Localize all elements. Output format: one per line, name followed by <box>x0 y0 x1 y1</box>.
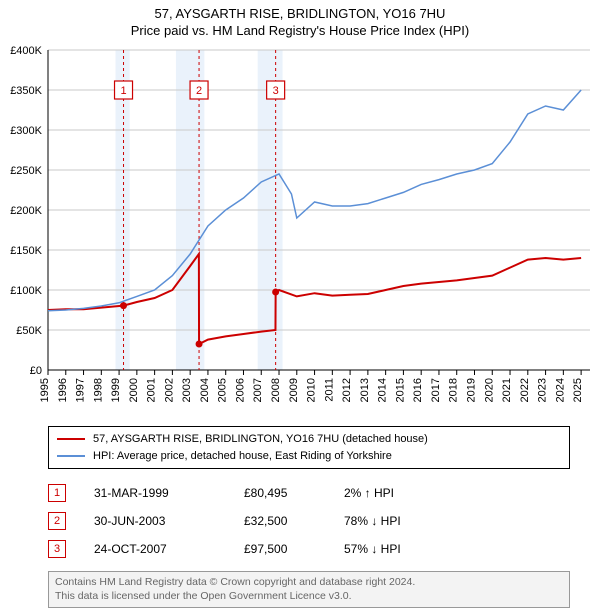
transaction-row: 2 30-JUN-2003£32,50078% ↓ HPI <box>48 507 570 535</box>
transaction-date: 24-OCT-2007 <box>94 542 244 556</box>
legend-swatch <box>57 438 85 440</box>
transaction-price: £97,500 <box>244 542 344 556</box>
legend-label: HPI: Average price, detached house, East… <box>93 448 392 465</box>
svg-text:2008: 2008 <box>270 378 282 402</box>
legend-row: HPI: Average price, detached house, East… <box>57 448 561 465</box>
svg-text:1996: 1996 <box>57 378 69 402</box>
svg-text:2025: 2025 <box>572 378 584 402</box>
chart-title-sub: Price paid vs. HM Land Registry's House … <box>0 23 600 38</box>
legend-row: 57, AYSGARTH RISE, BRIDLINGTON, YO16 7HU… <box>57 431 561 448</box>
transaction-pct: 2% ↑ HPI <box>344 486 464 500</box>
chart-titles: 57, AYSGARTH RISE, BRIDLINGTON, YO16 7HU… <box>0 0 600 40</box>
transactions-table: 1 31-MAR-1999£80,4952% ↑ HPI 2 30-JUN-2003£… <box>48 479 570 563</box>
svg-text:2010: 2010 <box>306 378 318 402</box>
svg-text:£250K: £250K <box>10 165 42 177</box>
footer-line2: This data is licensed under the Open Gov… <box>55 590 563 604</box>
transaction-row: 3 24-OCT-2007£97,50057% ↓ HPI <box>48 535 570 563</box>
transaction-badge: 2 <box>48 512 66 530</box>
svg-text:2: 2 <box>196 85 202 97</box>
svg-text:2020: 2020 <box>483 378 495 402</box>
chart-title-address: 57, AYSGARTH RISE, BRIDLINGTON, YO16 7HU <box>0 6 600 21</box>
svg-text:£200K: £200K <box>10 205 42 217</box>
transaction-price: £32,500 <box>244 514 344 528</box>
chart-area: £0 £50K £100K £150K £200K £250K £300K £350K £400… <box>0 40 600 420</box>
svg-text:£50K: £50K <box>16 325 42 337</box>
svg-text:2023: 2023 <box>537 378 549 402</box>
svg-text:1: 1 <box>120 85 126 97</box>
svg-text:1997: 1997 <box>75 378 87 402</box>
svg-text:2013: 2013 <box>359 378 371 402</box>
svg-text:£400K: £400K <box>10 45 42 57</box>
svg-text:2024: 2024 <box>554 378 566 402</box>
legend: 57, AYSGARTH RISE, BRIDLINGTON, YO16 7HU… <box>48 426 570 469</box>
svg-text:£0: £0 <box>30 365 42 377</box>
svg-text:2006: 2006 <box>234 378 246 402</box>
legend-swatch <box>57 455 85 457</box>
svg-text:£300K: £300K <box>10 125 42 137</box>
svg-text:2012: 2012 <box>341 378 353 402</box>
transaction-date: 31-MAR-1999 <box>94 486 244 500</box>
svg-text:1995: 1995 <box>39 378 51 402</box>
transaction-badge: 1 <box>48 484 66 502</box>
svg-text:2011: 2011 <box>323 378 335 402</box>
transaction-price: £80,495 <box>244 486 344 500</box>
svg-text:2005: 2005 <box>217 378 229 402</box>
svg-text:2004: 2004 <box>199 378 211 402</box>
svg-text:2001: 2001 <box>146 378 158 402</box>
svg-text:2015: 2015 <box>394 378 406 402</box>
svg-text:2014: 2014 <box>377 378 389 402</box>
svg-text:2002: 2002 <box>163 378 175 402</box>
transaction-pct: 57% ↓ HPI <box>344 542 464 556</box>
svg-text:2003: 2003 <box>181 378 193 402</box>
svg-text:2019: 2019 <box>465 378 477 402</box>
svg-text:3: 3 <box>273 85 279 97</box>
svg-text:2017: 2017 <box>430 378 442 402</box>
transaction-row: 1 31-MAR-1999£80,4952% ↑ HPI <box>48 479 570 507</box>
svg-text:2000: 2000 <box>128 378 140 402</box>
svg-text:£150K: £150K <box>10 245 42 257</box>
svg-text:2007: 2007 <box>252 378 264 402</box>
transaction-pct: 78% ↓ HPI <box>344 514 464 528</box>
svg-text:2021: 2021 <box>501 378 513 402</box>
transaction-badge: 3 <box>48 540 66 558</box>
footer-line1: Contains HM Land Registry data © Crown c… <box>55 576 563 590</box>
legend-label: 57, AYSGARTH RISE, BRIDLINGTON, YO16 7HU… <box>93 431 428 448</box>
svg-text:2016: 2016 <box>412 378 424 402</box>
svg-text:£100K: £100K <box>10 285 42 297</box>
svg-text:2018: 2018 <box>448 378 460 402</box>
transaction-date: 30-JUN-2003 <box>94 514 244 528</box>
svg-text:1998: 1998 <box>92 378 104 402</box>
svg-text:2022: 2022 <box>519 378 531 402</box>
svg-text:1999: 1999 <box>110 378 122 402</box>
chart-svg: £0 £50K £100K £150K £200K £250K £300K £350K £400… <box>0 40 600 420</box>
svg-text:£350K: £350K <box>10 85 42 97</box>
svg-text:2009: 2009 <box>288 378 300 402</box>
